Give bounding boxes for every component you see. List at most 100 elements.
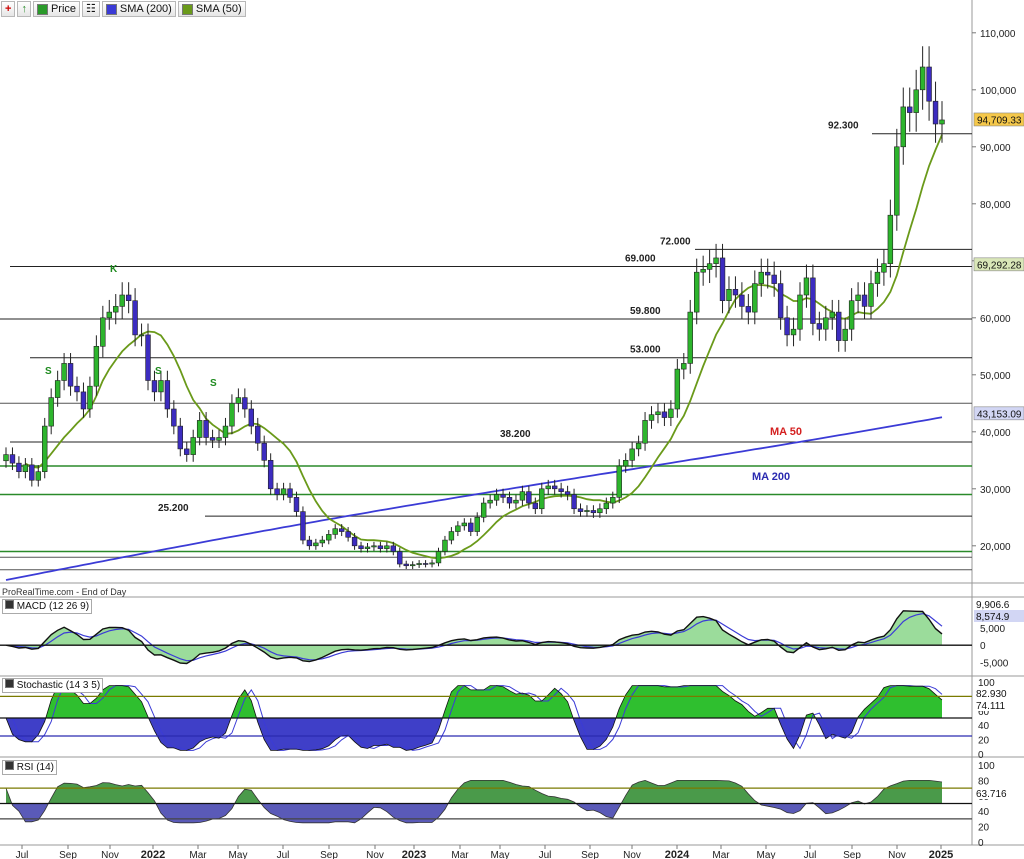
rsi-value: 63.716 [976, 789, 1007, 800]
candle-body [480, 502, 487, 518]
candle-body [829, 311, 835, 319]
candle-body [171, 408, 177, 427]
candle-body [326, 534, 332, 541]
x-tick-label: Sep [59, 850, 77, 859]
candle-body [842, 328, 848, 341]
last-price-tag: 94,709.33 [977, 115, 1022, 126]
candle-body [513, 499, 519, 504]
candle-body [151, 380, 158, 393]
candle-body [409, 564, 416, 567]
candle-body [364, 546, 371, 549]
level-label: 25.200 [158, 503, 189, 514]
x-tick-label: Mar [189, 850, 207, 859]
rsi-area-upper [6, 780, 942, 804]
candle-body [435, 551, 442, 564]
macd-signal-line [5, 612, 943, 662]
candle-body [926, 66, 932, 102]
candle-body [642, 420, 648, 444]
candle-body [48, 397, 54, 427]
candle-body [293, 497, 300, 512]
stoch-label: Stochastic (14 3 5) [2, 678, 104, 693]
candle-body [532, 502, 539, 510]
y-tick-label: 110,000 [980, 29, 1016, 40]
candle-body [93, 345, 100, 387]
rsi-swatch [5, 761, 14, 770]
price-toggle[interactable]: Price [32, 1, 80, 17]
candle-body [900, 106, 906, 148]
candle-body [351, 536, 358, 547]
candle-body [54, 380, 61, 398]
candle-body [338, 528, 345, 532]
y-tick-label: 50,000 [980, 371, 1011, 382]
x-tick-label: Sep [581, 850, 599, 859]
candle-body [487, 499, 493, 504]
candle-body [610, 497, 616, 504]
x-tick-label: Jul [539, 850, 552, 859]
arrow-up-icon: ↑ [21, 3, 27, 15]
candle-body [67, 363, 74, 387]
rsi-label-text: RSI (14) [16, 762, 55, 773]
level-label: 72.000 [660, 236, 691, 247]
rsi-line [5, 779, 943, 824]
candle-body [732, 288, 739, 296]
candle-body [836, 311, 842, 341]
candle-body [377, 545, 384, 549]
price-swatch [36, 3, 48, 15]
candle-body [681, 363, 687, 370]
candle-body [371, 545, 377, 548]
rsi-label: RSI (14) [2, 760, 58, 775]
candle-body [209, 437, 216, 441]
candle-body [700, 269, 706, 273]
plus-icon: + [5, 3, 12, 15]
sma200-toggle[interactable]: SMA (200) [101, 1, 176, 17]
candle-body [558, 488, 564, 492]
x-tick-label: 2025 [929, 849, 953, 859]
candle-body [564, 491, 571, 495]
macd-y-label: 0 [980, 641, 986, 652]
candle-body [823, 317, 829, 330]
sma50-tag-bg [973, 257, 1024, 272]
stoch-signal-line [6, 685, 943, 751]
candle-body [526, 491, 532, 504]
sma50-label: SMA (50) [195, 3, 242, 15]
candle-body [616, 465, 622, 498]
candle-body [493, 494, 500, 501]
candle-body [571, 494, 577, 510]
list-button[interactable]: ☷ [82, 1, 100, 17]
candle-body [242, 397, 248, 410]
macd-tag1-bg [974, 598, 1024, 610]
x-tick-label: Jul [804, 850, 817, 859]
sma50-toggle[interactable]: SMA (50) [177, 1, 246, 17]
candle-body [739, 294, 745, 307]
ma200-annotation: MA 200 [752, 471, 790, 483]
sma200-label: SMA (200) [119, 3, 172, 15]
candle-body [500, 494, 506, 498]
candle-body [267, 459, 274, 490]
candle-body [29, 464, 35, 481]
macd-value: 9,906.6 [976, 600, 1010, 611]
last-price-tag-bg [973, 112, 1024, 127]
add-indicator-button[interactable]: + [1, 1, 16, 17]
x-tick-label: Nov [101, 850, 119, 859]
candle-body [158, 380, 164, 393]
x-tick-label: 2023 [402, 849, 426, 859]
candle-body [455, 525, 461, 532]
x-tick-label: Mar [712, 850, 730, 859]
x-tick-label: Jul [277, 850, 290, 859]
candle-body [138, 334, 145, 337]
candle-body [16, 462, 22, 472]
candle-body [42, 425, 48, 473]
candle-body [229, 402, 235, 427]
candle-body [919, 66, 926, 91]
candle-body [442, 539, 448, 552]
ma50-annotation: MA 50 [770, 426, 802, 438]
candle-body [868, 283, 874, 307]
x-tick-label: Nov [623, 850, 641, 859]
candle-body [9, 454, 16, 464]
candle-body [397, 551, 403, 565]
candle-body [913, 89, 919, 113]
candle-body [474, 516, 480, 532]
candle-body [848, 300, 855, 330]
upload-button[interactable]: ↑ [17, 1, 31, 17]
